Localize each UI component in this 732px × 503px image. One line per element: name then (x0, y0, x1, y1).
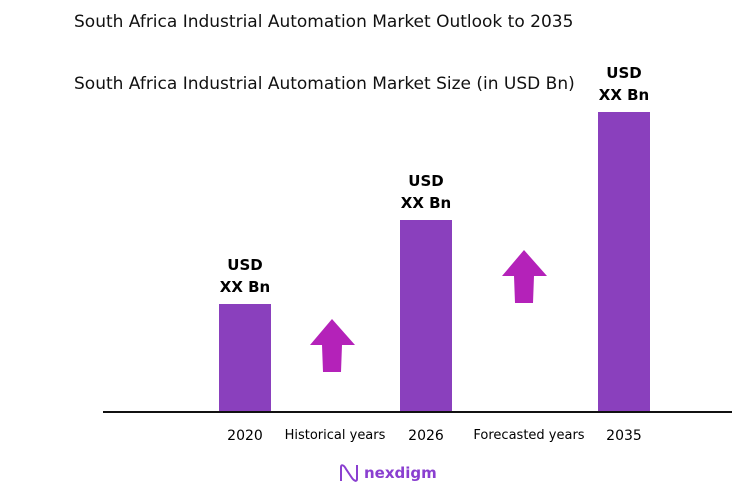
chart-subtitle: South Africa Industrial Automation Marke… (74, 74, 575, 94)
period-label-historical: Historical years (285, 428, 386, 443)
bar-2026 (400, 220, 452, 412)
data-label-2026: XX Bn (401, 194, 451, 212)
logo-icon (340, 464, 358, 482)
period-label-forecasted: Forecasted years (473, 428, 584, 443)
x-tick-label-2035: 2035 (606, 428, 642, 444)
data-label-2020: USD (227, 256, 262, 274)
x-tick-label-2026: 2026 (408, 428, 444, 444)
growth-arrow-icon-historical (310, 319, 355, 372)
logo-text: nexdigm (364, 464, 437, 482)
bar-2020 (219, 304, 271, 412)
data-label-2020: XX Bn (220, 278, 270, 296)
bar-2035 (598, 112, 650, 412)
growth-arrow-icon-forecast (502, 250, 547, 303)
chart-title: South Africa Industrial Automation Marke… (74, 12, 574, 32)
data-label-2035: XX Bn (599, 86, 649, 104)
x-tick-label-2020: 2020 (227, 428, 263, 444)
nexdigm-logo: nexdigm (338, 462, 437, 484)
data-label-2026: USD (408, 172, 443, 190)
data-label-2035: USD (606, 64, 641, 82)
